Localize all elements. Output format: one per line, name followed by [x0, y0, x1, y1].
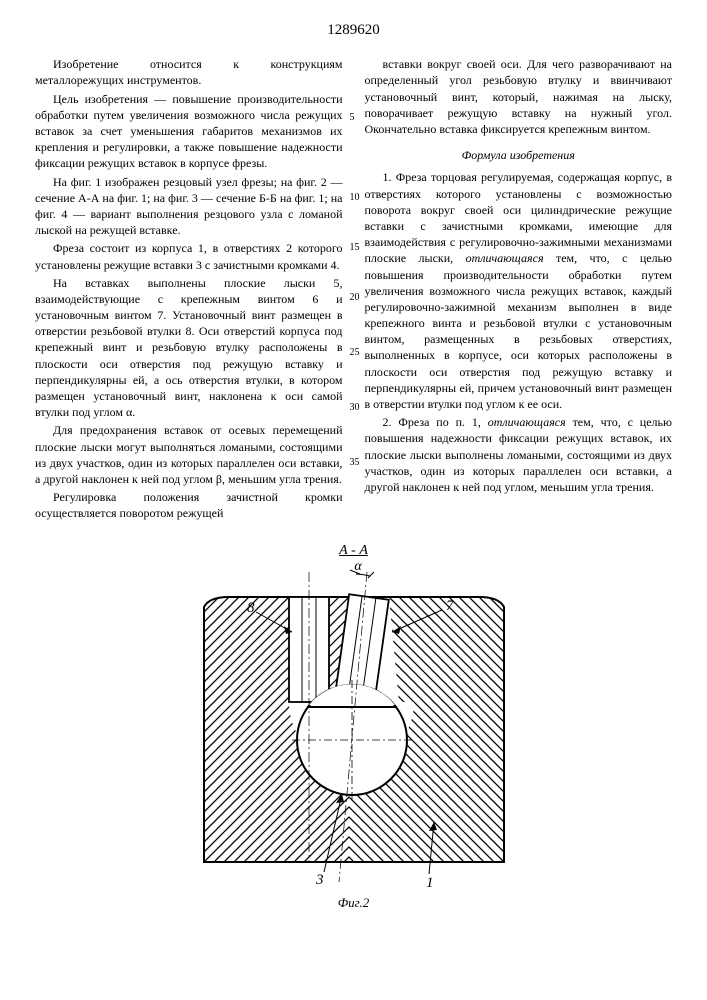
para-body3: Для предохранения вставок от осевых пере… [35, 422, 343, 487]
para-body2: На вставках выполнены плоские лыски 5, в… [35, 275, 343, 421]
line-number: 20 [350, 291, 360, 305]
claim-2: 2. Фреза по п. 1, отличающаяся тем, что,… [365, 414, 673, 495]
line-number: 10 [350, 191, 360, 205]
ref-1: 1 [426, 875, 434, 891]
para-body1: Фреза состоит из корпуса 1, в отверстиях… [35, 240, 343, 272]
claim1-distinguishing: отличающаяся [466, 251, 544, 265]
line-number: 25 [350, 346, 360, 360]
claims-title: Формула изобретения [365, 147, 673, 163]
para-goal: Цель изобретения — повышение производите… [35, 91, 343, 172]
para-body4: Регулировка положения зачистной кромки о… [35, 489, 343, 521]
para-cont: вставки вокруг своей оси. Для чего разво… [365, 56, 673, 137]
para-intro: Изобретение относится к конструкциям мет… [35, 56, 343, 88]
line-number: 35 [350, 456, 360, 470]
figure-svg: α 8 7 3 1 [174, 562, 534, 892]
line-number: 30 [350, 401, 360, 415]
section-label: А - А [35, 542, 672, 561]
claim-1: 1. Фреза торцовая регулируемая, содержащ… [365, 169, 673, 412]
document-number: 1289620 [35, 20, 672, 40]
line-number: 5 [350, 111, 355, 125]
claim1-cont: тем, что, с целью повышения производител… [365, 251, 673, 411]
ref-3: 3 [315, 872, 324, 888]
line-number: 15 [350, 241, 360, 255]
figure-2: А - А [35, 542, 672, 912]
angle-alpha-label: α [354, 562, 362, 574]
claim2-text: 2. Фреза по п. 1, [383, 415, 488, 429]
right-column: 5 10 15 20 25 30 35 вставки вокруг своей… [365, 56, 673, 523]
ref-8: 8 [247, 600, 255, 616]
text-columns: Изобретение относится к конструкциям мет… [35, 56, 672, 523]
claim2-distinguishing: отличающаяся [488, 415, 566, 429]
figure-caption: Фиг.2 [35, 894, 672, 912]
para-figs: На фиг. 1 изображен резцовый узел фрезы;… [35, 174, 343, 239]
left-column: Изобретение относится к конструкциям мет… [35, 56, 343, 523]
